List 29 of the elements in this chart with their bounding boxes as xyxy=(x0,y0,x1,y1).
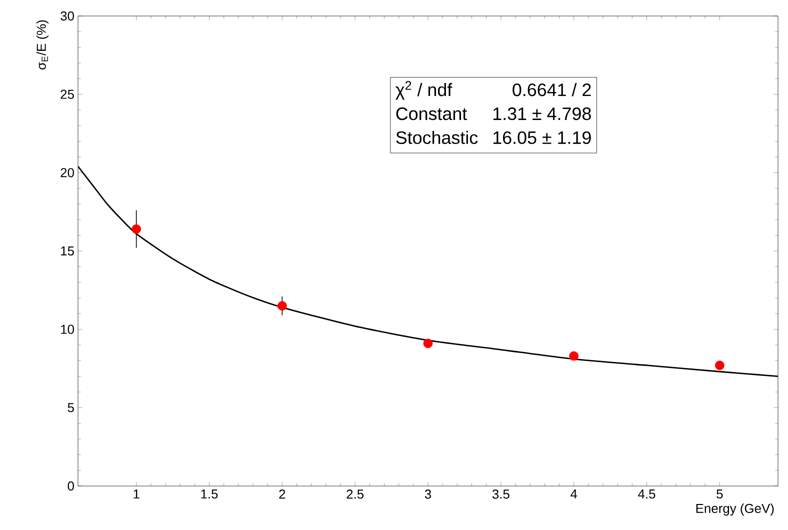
point xyxy=(423,338,433,348)
y-axis-title: σ$_{E}$/E (%) xyxy=(36,20,48,70)
x-tick-label: 3.5 xyxy=(492,490,510,499)
annotation: 0.6641 / 2 xyxy=(512,83,591,96)
x-tick-label: 2 xyxy=(279,490,286,499)
point xyxy=(132,224,142,234)
x-tick-label: 4 xyxy=(570,490,578,498)
annotation: χ$^{2}$ / ndf xyxy=(396,81,452,100)
x-tick-label: 4.5 xyxy=(638,490,656,499)
x-axis-title: Energy (GeV) xyxy=(696,504,774,516)
y-tick-label: 5 xyxy=(68,403,74,412)
y-tick-label: 20 xyxy=(60,168,74,178)
y-tick-label: 0 xyxy=(68,481,74,491)
y-tick-label: 10 xyxy=(61,324,74,334)
x-tick-label: 5 xyxy=(716,490,723,499)
annotation: 1.31 ± 4.798 xyxy=(493,107,591,120)
x-tick-label: 1 xyxy=(134,490,140,498)
y-tick-label: 25 xyxy=(60,90,74,99)
annotation: 16.05 ± 1.19 xyxy=(493,131,591,144)
x-tick-label: 3 xyxy=(424,490,432,499)
y-tick-label: 15 xyxy=(61,246,74,256)
x-tick-label: 1.5 xyxy=(201,490,218,499)
point xyxy=(277,301,287,311)
x-tick-label: 2.5 xyxy=(346,490,364,499)
point xyxy=(714,360,724,370)
annotation: Constant xyxy=(396,107,468,120)
point xyxy=(569,351,579,361)
y-tick-label: 30 xyxy=(60,11,74,21)
annotation: Stochastic xyxy=(396,130,478,144)
